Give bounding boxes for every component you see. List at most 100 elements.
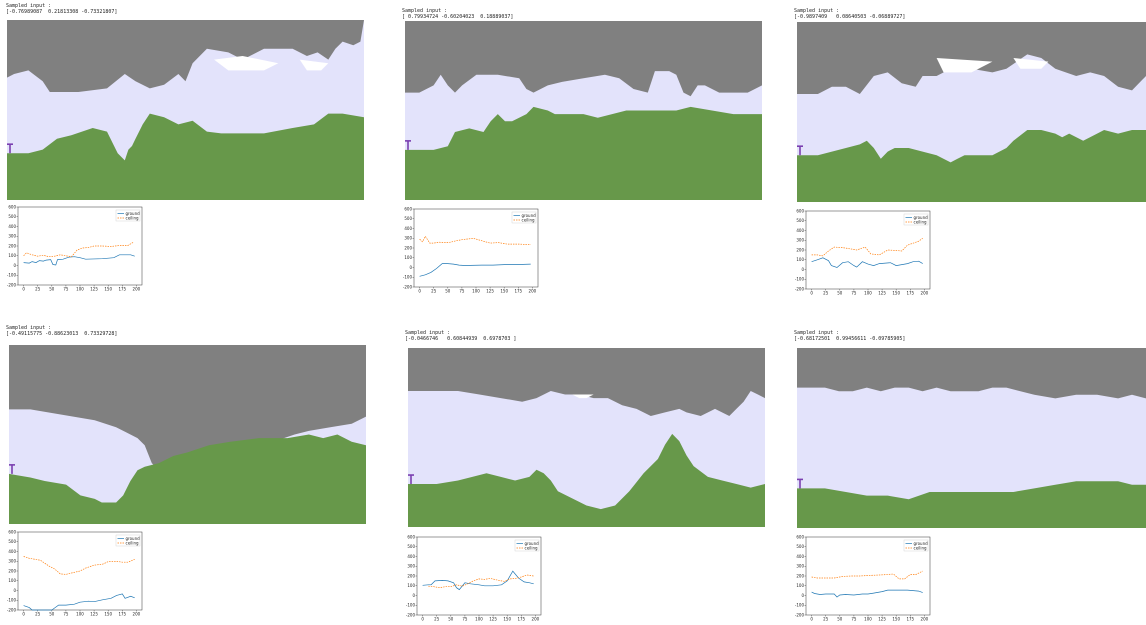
x-tick-label: 50	[837, 291, 843, 296]
y-tick-label: 100	[407, 583, 415, 588]
ground-terrain	[408, 433, 765, 527]
y-tick-label: 500	[796, 218, 804, 223]
y-tick-label: 400	[796, 228, 804, 233]
x-tick-label: 100	[864, 617, 872, 622]
agent-marker	[797, 478, 803, 489]
x-tick-label: 75	[63, 287, 69, 292]
terrain-render	[405, 21, 762, 200]
ground-terrain	[7, 113, 364, 200]
y-tick-label: 300	[8, 234, 16, 239]
ceiling-gap	[936, 58, 993, 73]
y-tick-label: 400	[404, 226, 412, 231]
y-tick-label: 0	[412, 593, 415, 598]
y-tick-label: -100	[795, 603, 805, 608]
y-tick-label: 500	[407, 544, 415, 549]
ceiling-series-line	[23, 556, 135, 575]
x-tick-label: 100	[864, 291, 872, 296]
x-tick-label: 100	[76, 287, 84, 292]
y-tick-label: -100	[795, 277, 805, 282]
x-tick-label: 25	[35, 612, 41, 617]
x-tick-label: 25	[434, 617, 440, 622]
sampled-input-caption: Sampled input :[ 0.79934724 -0.60204023 …	[402, 8, 513, 20]
y-tick-label: 200	[796, 247, 804, 252]
x-tick-label: 125	[90, 612, 98, 617]
x-tick-label: 25	[35, 287, 41, 292]
line-chart: -200 -100 0 100 200 300 400 500 600 0 25 50 75 100 125…	[7, 205, 143, 292]
y-tick-label: 100	[796, 583, 804, 588]
line-chart: -200 -100 0 100 200 300 400 500 600 0 25 50 75 100 125…	[403, 207, 539, 294]
sampled-input-caption: Sampled input : [-0.9897409 0.08640503 -0…	[794, 8, 905, 20]
x-tick-label: 50	[448, 617, 454, 622]
x-tick-label: 0	[418, 289, 421, 294]
y-tick-label: 600	[407, 535, 415, 539]
y-tick-label: 300	[407, 564, 415, 569]
y-tick-label: 500	[796, 544, 804, 549]
x-tick-label: 125	[90, 287, 98, 292]
terrain-render	[9, 345, 366, 524]
y-tick-label: 500	[8, 539, 16, 544]
x-tick-label: 200	[133, 287, 141, 292]
y-tick-label: 300	[8, 559, 16, 564]
legend-label: ceiling	[914, 219, 928, 224]
legend-label: ceiling	[522, 217, 536, 222]
y-tick-label: -200	[7, 282, 17, 287]
x-tick-label: 75	[459, 289, 465, 294]
x-tick-label: 175	[118, 287, 126, 292]
y-tick-label: 300	[796, 564, 804, 569]
caption-vector: [-0.76989087 0.21813308 -0.73321807]	[6, 9, 118, 15]
y-tick-label: -200	[406, 612, 416, 617]
x-tick-label: 50	[837, 617, 843, 622]
x-tick-label: 200	[921, 617, 929, 622]
x-tick-label: 25	[823, 291, 829, 296]
ground-terrain	[405, 106, 762, 200]
agent-marker	[405, 140, 411, 150]
x-tick-label: 175	[118, 612, 126, 617]
ceiling-gap	[214, 56, 279, 71]
ground-series-line	[23, 254, 135, 266]
terrain-render	[408, 348, 765, 527]
terrain-render	[7, 20, 364, 200]
ground-terrain	[9, 434, 366, 524]
ceiling-terrain	[405, 21, 762, 97]
y-tick-label: 200	[407, 573, 415, 578]
x-tick-label: 125	[489, 617, 497, 622]
x-tick-label: 0	[810, 291, 813, 296]
agent-marker	[408, 474, 414, 485]
ground-terrain	[797, 481, 1146, 528]
y-tick-label: -100	[7, 273, 17, 278]
y-tick-label: -200	[403, 284, 413, 289]
x-tick-label: 200	[133, 612, 141, 617]
y-tick-label: 100	[8, 578, 16, 583]
x-tick-label: 175	[906, 291, 914, 296]
y-tick-label: -100	[7, 598, 17, 603]
sampled-input-caption: Sampled input : [-0.76989087 0.21813308 -…	[6, 3, 117, 15]
x-tick-label: 75	[851, 291, 857, 296]
legend-label: ceiling	[914, 545, 928, 550]
x-tick-label: 150	[892, 617, 900, 622]
caption-vector: [-0.9897409 0.08640503 -0.06889727]	[794, 14, 906, 20]
x-tick-label: 0	[810, 617, 813, 622]
y-tick-label: 0	[801, 593, 804, 598]
x-tick-label: 0	[22, 612, 25, 617]
legend-label: ceiling	[525, 545, 539, 550]
x-tick-label: 0	[421, 617, 424, 622]
x-tick-label: 50	[445, 289, 451, 294]
y-tick-label: -200	[7, 607, 17, 612]
y-tick-label: 400	[8, 224, 16, 229]
ceiling-series-line	[419, 235, 531, 245]
y-tick-label: 100	[796, 257, 804, 262]
y-tick-label: 0	[13, 588, 16, 593]
agent-marker	[7, 143, 13, 154]
sampled-input-caption: Sampled input : [-0.0466746 0.60844939 0.…	[405, 330, 516, 342]
ceiling-terrain	[408, 348, 765, 416]
ceiling-terrain	[797, 348, 1146, 399]
x-tick-label: 25	[431, 289, 437, 294]
y-tick-label: 200	[796, 573, 804, 578]
y-tick-label: 500	[404, 216, 412, 221]
y-tick-label: 400	[796, 554, 804, 559]
x-tick-label: 75	[63, 612, 69, 617]
